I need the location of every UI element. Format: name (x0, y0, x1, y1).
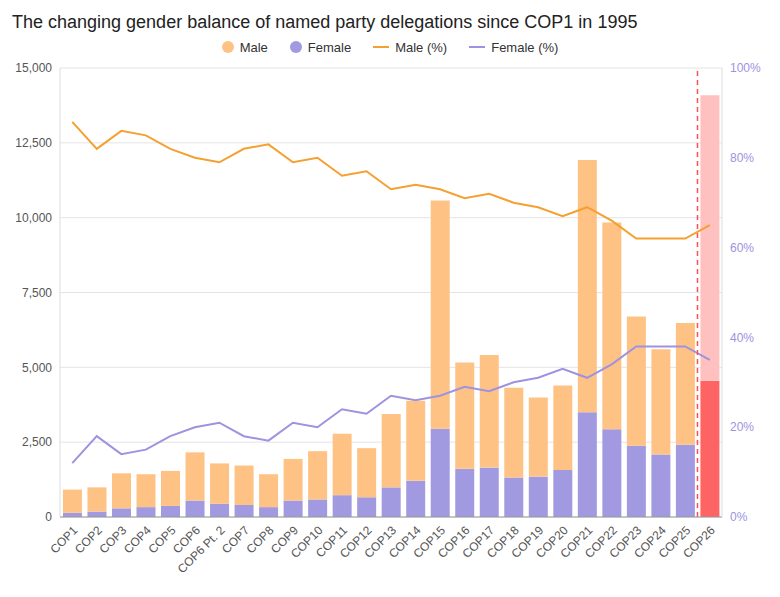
svg-text:COP5: COP5 (145, 523, 179, 557)
svg-text:10,000: 10,000 (15, 211, 52, 225)
svg-text:COP15: COP15 (410, 523, 449, 561)
svg-text:COP11: COP11 (313, 523, 351, 561)
svg-text:COP10: COP10 (287, 523, 326, 561)
svg-text:0: 0 (45, 510, 52, 524)
svg-text:COP6 Pt. 2: COP6 Pt. 2 (175, 523, 228, 576)
svg-text:80%: 80% (730, 151, 754, 165)
svg-text:COP4: COP4 (120, 523, 154, 557)
html-text:Male: Male (239, 39, 268, 55)
svg-text:COP21: COP21 (557, 523, 596, 561)
svg-text:COP25: COP25 (655, 523, 694, 561)
svg-text:COP26: COP26 (680, 523, 718, 561)
svg-text:5,000: 5,000 (22, 361, 52, 375)
svg-text:COP16: COP16 (435, 523, 473, 561)
svg-text:COP23: COP23 (606, 523, 645, 561)
svg-text:COP2: COP2 (71, 523, 105, 557)
svg-text:COP19: COP19 (508, 523, 547, 561)
html-text:Male (%): Male (%) (395, 39, 448, 55)
svg-text:COP22: COP22 (582, 523, 620, 561)
svg-text:7,500: 7,500 (22, 286, 52, 300)
svg-text:40%: 40% (730, 331, 754, 345)
html-text:Female (%): Female (%) (491, 39, 559, 55)
svg-text:COP18: COP18 (484, 523, 522, 561)
svg-text:COP13: COP13 (361, 523, 400, 561)
svg-text:COP14: COP14 (385, 523, 424, 561)
html-text:Female: Female (307, 39, 352, 55)
svg-text:COP8: COP8 (243, 523, 277, 557)
svg-text:COP9: COP9 (268, 523, 302, 557)
svg-text:COP3: COP3 (96, 523, 130, 557)
svg-text:20%: 20% (730, 420, 754, 434)
svg-text:100%: 100% (730, 61, 761, 75)
svg-text:COP24: COP24 (631, 523, 669, 561)
svg-text:COP7: COP7 (219, 523, 252, 557)
svg-text:COP12: COP12 (336, 523, 375, 561)
svg-text:COP17: COP17 (459, 523, 498, 561)
svg-text:60%: 60% (730, 241, 754, 255)
svg-text:12,500: 12,500 (15, 136, 52, 150)
svg-text:0%: 0% (730, 510, 748, 524)
svg-text:COP1: COP1 (47, 523, 81, 557)
svg-text:2,500: 2,500 (22, 435, 52, 449)
svg-text:15,000: 15,000 (15, 61, 52, 75)
html-text:The changing gender balance of: The changing gender balance of named par… (12, 12, 638, 32)
svg-text:COP20: COP20 (533, 523, 571, 561)
